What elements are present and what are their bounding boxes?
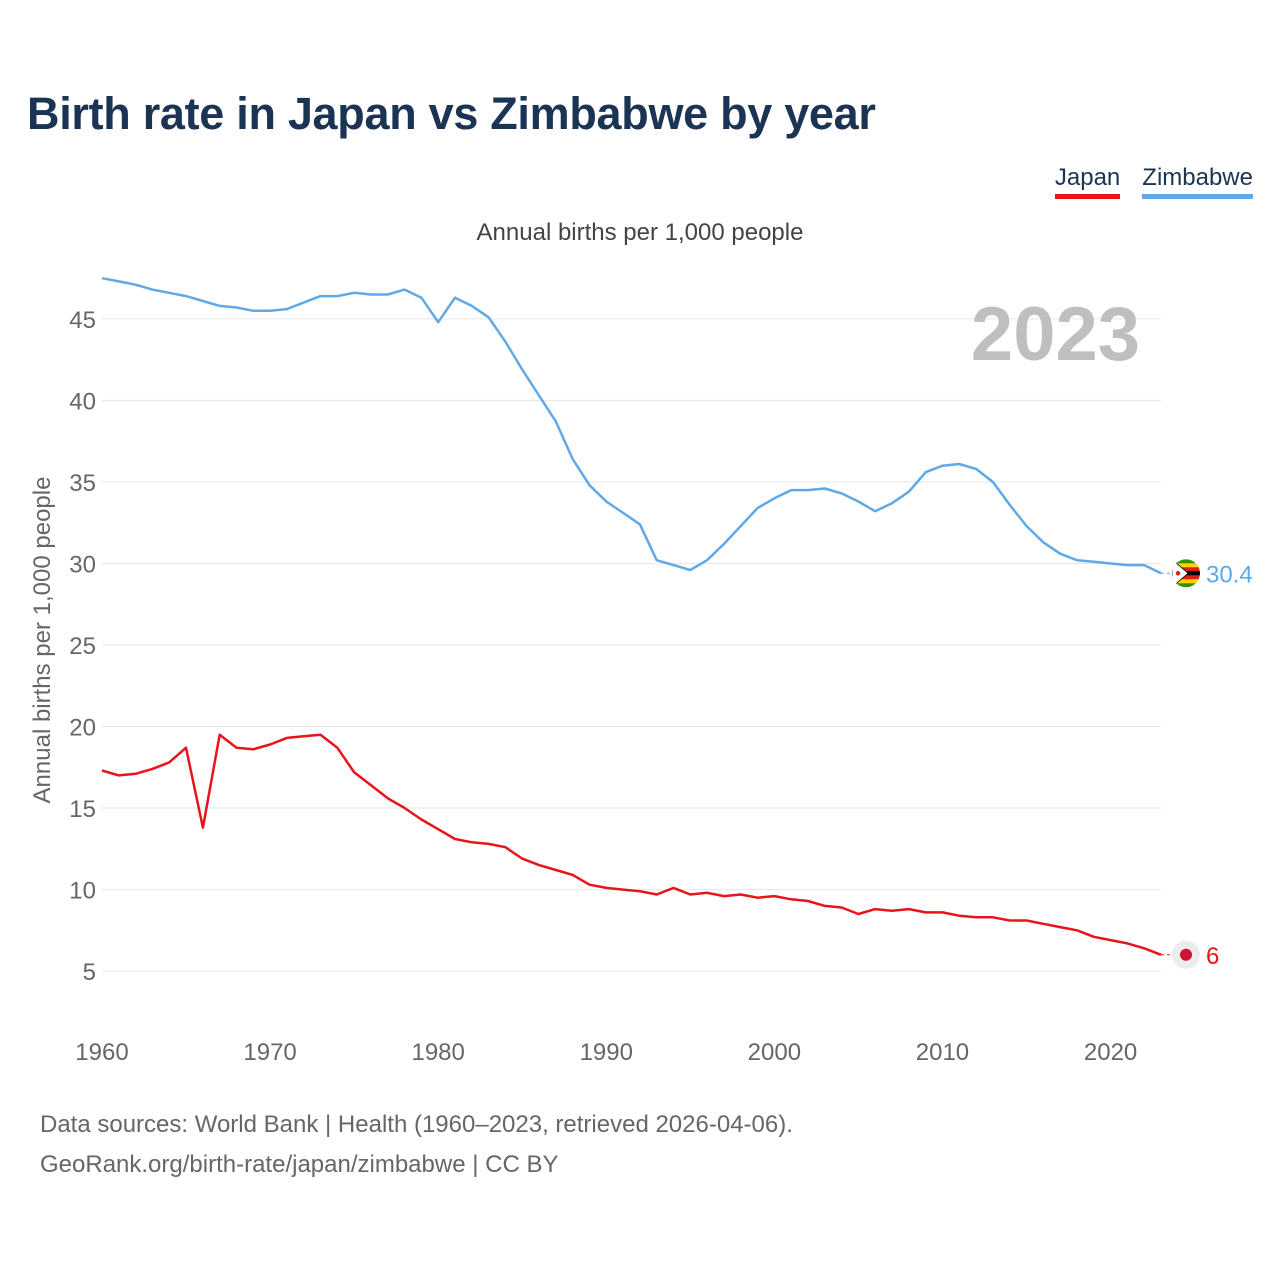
end-label-japan: 6 [1206, 943, 1219, 970]
x-tick-label: 1970 [243, 1039, 296, 1066]
x-tick-label: 2020 [1084, 1039, 1137, 1066]
x-tick-label: 2000 [748, 1039, 801, 1066]
source-note: Data sources: World Bank | Health (1960–… [40, 1105, 793, 1185]
zimbabwe-flag [1172, 559, 1200, 588]
x-tick-label: 1960 [75, 1039, 128, 1066]
axes: 5 10 15 20 25 30 35 40 45 1960 1970 1980 1990 2000 201… [69, 307, 1137, 1066]
y-tick-label: 45 [69, 307, 96, 334]
x-tick-label: 1980 [411, 1039, 464, 1066]
x-tick-label: 2010 [916, 1039, 969, 1066]
series-line-zimbabwe [101, 276, 1162, 575]
japan-flag [1172, 940, 1200, 969]
page-title: Birth rate in Japan vs Zimbabwe by year [27, 88, 876, 139]
flag-stripes [1172, 559, 1200, 588]
legend-item-zimbabwe[interactable]: Zimbabwe [1142, 164, 1253, 199]
series-group [101, 276, 1162, 956]
series-line-japan [101, 733, 1162, 956]
y-axis-label: Annual births per 1,000 people [29, 477, 56, 804]
year-watermark: 2023 [971, 292, 1140, 377]
y-tick-label: 20 [69, 715, 96, 742]
legend-item-japan[interactable]: Japan [1054, 164, 1121, 199]
y-tick-label: 5 [83, 959, 96, 986]
y-tick-label: 15 [69, 796, 96, 823]
chart-subtitle: Annual births per 1,000 people [477, 219, 804, 246]
x-tick-label: 1990 [580, 1039, 633, 1066]
y-tick-label: 30 [69, 551, 96, 578]
flag-sun [1180, 948, 1192, 961]
grid [102, 318, 1161, 972]
source-line-2[interactable]: GeoRank.org/birth-rate/japan/zimbabwe | … [40, 1151, 559, 1178]
y-tick-label: 25 [69, 633, 96, 660]
y-tick-label: 35 [69, 470, 96, 497]
end-label-zimbabwe: 30.4 [1206, 561, 1253, 588]
source-line-1: Data sources: World Bank | Health (1960–… [40, 1111, 793, 1138]
y-tick-label: 10 [69, 878, 96, 905]
y-tick-label: 40 [69, 388, 96, 415]
flag-star [1175, 571, 1181, 576]
legend: Japan Zimbabwe [1054, 164, 1253, 199]
end-markers: 630.4 [1161, 559, 1253, 970]
